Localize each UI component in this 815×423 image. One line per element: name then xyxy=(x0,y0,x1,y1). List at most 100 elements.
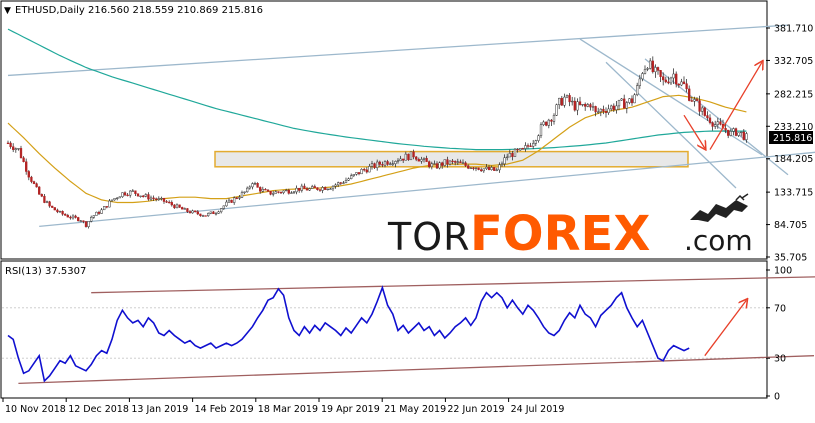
candle-body xyxy=(638,78,641,86)
candle-body xyxy=(108,200,111,208)
candle-body xyxy=(170,202,173,206)
candle-body xyxy=(368,166,371,173)
candle-body xyxy=(685,83,688,90)
candle-body xyxy=(225,201,228,207)
candle-body xyxy=(420,159,423,162)
trend-channel-lines xyxy=(7,24,815,228)
rsi-forecast-arrow-line xyxy=(704,300,747,357)
candle-body xyxy=(344,180,348,184)
candle-body xyxy=(40,194,43,197)
candle-body xyxy=(116,197,119,199)
support-zone xyxy=(214,150,689,168)
candle-body xyxy=(35,183,38,188)
candle-body xyxy=(443,159,446,166)
channel-line xyxy=(605,61,737,189)
candle-body xyxy=(698,100,701,112)
time-tick-label: 12 Dec 2018 xyxy=(68,404,129,415)
candle-body xyxy=(134,190,137,194)
candle-body xyxy=(290,192,293,194)
candle-body xyxy=(597,111,600,113)
candle-body xyxy=(701,107,704,112)
channel-line xyxy=(39,151,815,228)
candle-body xyxy=(656,67,660,71)
candle-body xyxy=(594,106,597,113)
candle-body xyxy=(706,115,709,119)
candle-body xyxy=(461,162,465,164)
candle-body xyxy=(487,166,491,171)
candle-body xyxy=(675,73,678,85)
candle-body xyxy=(256,183,259,188)
candle-body xyxy=(693,99,696,102)
candle-body xyxy=(672,73,675,79)
main-panel-frame xyxy=(0,0,768,260)
candle-body xyxy=(77,217,80,222)
candle-body xyxy=(74,215,77,218)
candle-body xyxy=(534,140,537,144)
candle-body xyxy=(214,213,218,215)
candle-body xyxy=(399,158,402,162)
candle-body xyxy=(12,146,15,150)
candle-body xyxy=(25,161,28,172)
candle-body xyxy=(602,108,605,112)
candle-body xyxy=(537,135,540,141)
candle-body xyxy=(30,176,33,182)
candle-body xyxy=(259,187,262,192)
candle-body xyxy=(191,210,194,214)
candle-body xyxy=(625,102,628,109)
candle-body xyxy=(422,158,426,160)
price-tick-label: 133.715 xyxy=(774,188,813,199)
candle-body xyxy=(212,211,215,215)
candle-body xyxy=(303,185,306,189)
candle-body xyxy=(342,182,345,184)
candle-body xyxy=(430,163,433,167)
candle-body xyxy=(417,159,420,162)
candle-body xyxy=(498,164,501,171)
candle-body xyxy=(386,161,389,165)
candle-body xyxy=(714,124,717,127)
candle-body xyxy=(147,194,150,200)
price-axis: 381.710 332.705 282.215 233.210 184.205 133.7… xyxy=(766,24,813,264)
candle-body xyxy=(641,73,644,80)
candle-body xyxy=(360,169,363,175)
candle-body xyxy=(227,199,231,203)
candle-body xyxy=(162,197,166,202)
candle-body xyxy=(727,129,730,136)
candle-body xyxy=(503,157,506,165)
candle-body xyxy=(326,188,329,191)
candle-body xyxy=(716,121,719,125)
candlesticks xyxy=(6,56,748,229)
candle-body xyxy=(708,117,712,123)
candle-body xyxy=(217,211,220,214)
candle-body xyxy=(521,148,524,150)
candle-body xyxy=(607,108,610,113)
candle-body xyxy=(394,161,397,165)
candle-body xyxy=(435,163,439,169)
candle-body xyxy=(19,148,23,159)
candle-body xyxy=(305,188,309,191)
candle-body xyxy=(451,160,454,163)
candle-body xyxy=(285,189,288,192)
moving-averages xyxy=(7,28,747,204)
candle-body xyxy=(58,211,62,213)
candle-body xyxy=(370,163,374,167)
candle-body xyxy=(591,106,595,108)
candle-body xyxy=(350,175,353,179)
candle-body xyxy=(69,216,72,219)
candle-body xyxy=(480,169,483,172)
candle-body xyxy=(160,197,163,200)
candle-body xyxy=(308,188,311,191)
ohlc-values: 216.560 218.559 210.869 215.816 xyxy=(88,5,263,16)
candle-body xyxy=(272,193,275,195)
candle-body xyxy=(636,85,639,96)
candle-body xyxy=(144,194,147,197)
candle-body xyxy=(383,161,387,166)
candle-body xyxy=(194,210,197,213)
candle-body xyxy=(506,156,509,159)
candle-body xyxy=(563,96,566,106)
candle-body xyxy=(508,153,511,158)
candle-body xyxy=(459,161,462,164)
candle-body xyxy=(331,185,335,190)
candle-body xyxy=(274,191,277,194)
chevron-down-icon[interactable]: ▼ xyxy=(4,6,11,16)
candle-body xyxy=(633,94,636,104)
